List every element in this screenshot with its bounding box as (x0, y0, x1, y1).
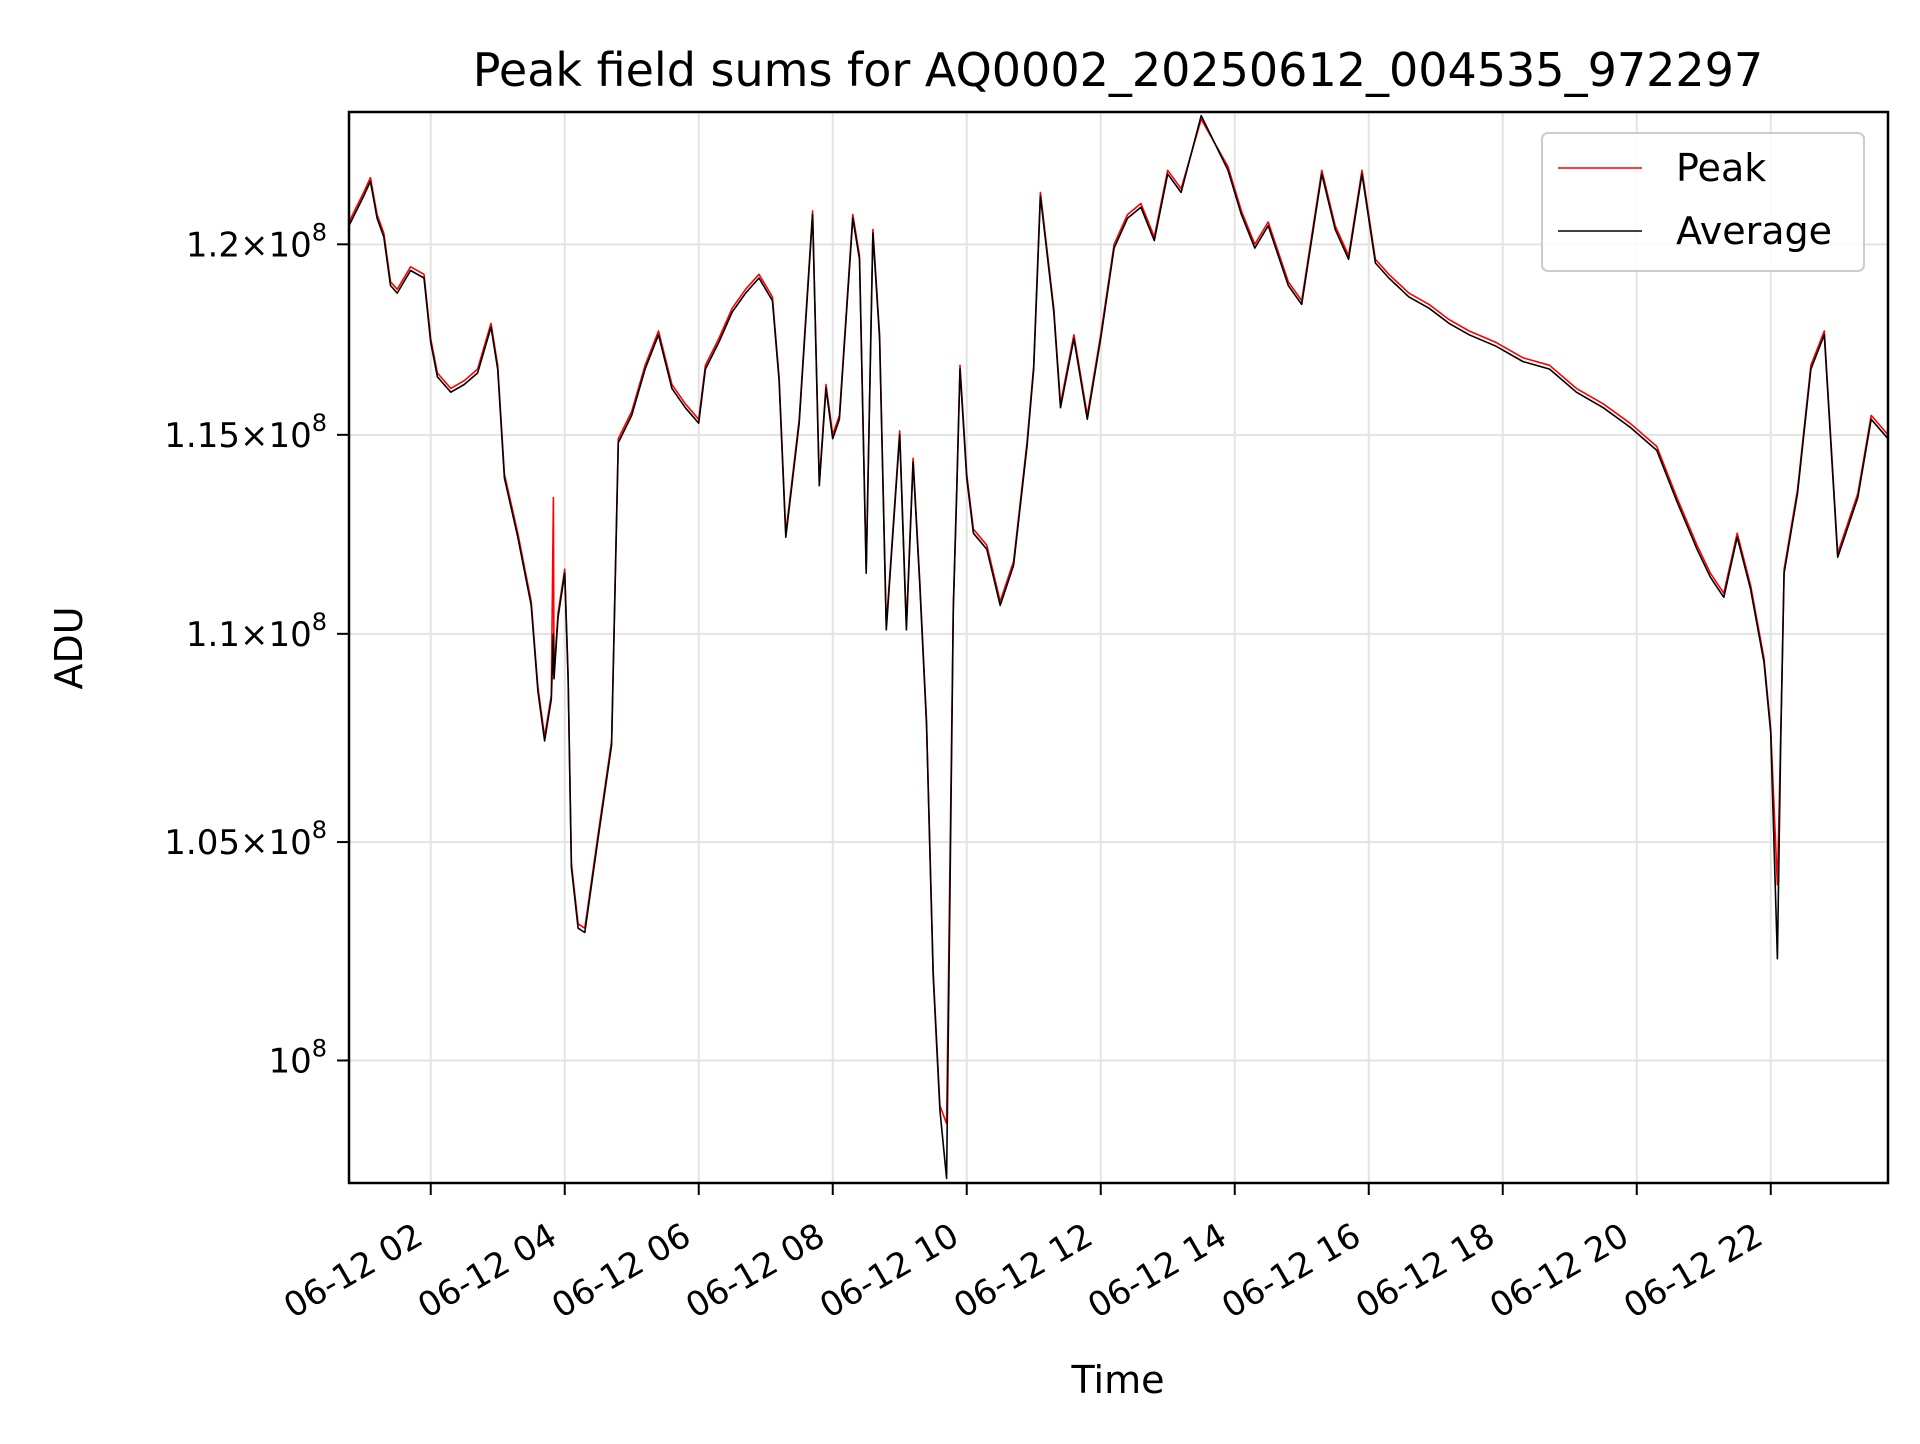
legend-label-average: Average (1676, 209, 1832, 253)
y-tick-label: 108 (268, 1034, 327, 1081)
chart-title: Peak field sums for AQ0002_20250612_0045… (473, 43, 1763, 97)
grid-lines (349, 112, 1888, 1183)
series-lines (348, 114, 1889, 1180)
y-axis-ticks: 108 1.05×108 1.1×108 1.15×108 1.2×108 (164, 218, 349, 1081)
plot-frame (347, 110, 1890, 1185)
y-axis-label: ADU (47, 606, 91, 689)
y-tick-label: 1.05×108 (164, 816, 327, 863)
legend-label-peak: Peak (1676, 146, 1766, 190)
y-tick-label: 1.15×108 (164, 409, 327, 456)
x-axis-label: Time (1071, 1358, 1165, 1402)
y-tick-label: 1.1×108 (186, 608, 327, 655)
series-line-average (348, 114, 1889, 1180)
legend: Peak Average (1541, 132, 1865, 272)
y-tick-label: 1.2×108 (186, 218, 327, 265)
